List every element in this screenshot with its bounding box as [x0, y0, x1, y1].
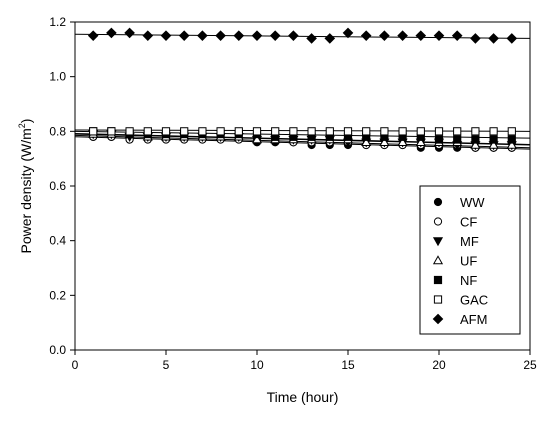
legend-label-gac: GAC [460, 293, 488, 308]
x-tick-label: 25 [523, 358, 537, 372]
legend-label-ww: WW [460, 195, 485, 210]
y-axis-title: Power density (W/m2) [17, 119, 34, 254]
point-uf [488, 139, 499, 149]
point-gac [216, 127, 225, 136]
legend: WW CF MF UF NF GAC AFM [419, 185, 521, 335]
point-gac [380, 127, 389, 136]
point-gac [343, 127, 353, 136]
legend-label-cf: CF [460, 215, 477, 230]
point-afm [233, 30, 245, 41]
legend-marker-mf [432, 237, 444, 247]
point-afm [506, 33, 518, 44]
y-tick-label: 0.8 [49, 124, 66, 138]
point-afm [251, 30, 263, 41]
point-afm [415, 30, 427, 41]
point-gac [234, 127, 243, 136]
point-uf [379, 137, 390, 146]
point-gac [307, 127, 316, 136]
point-afm [360, 30, 372, 41]
data-points [87, 27, 518, 152]
point-uf [361, 137, 372, 146]
y-tick-label: 0.4 [49, 234, 66, 248]
point-afm [288, 30, 299, 41]
y-tick-label: 1.0 [49, 70, 66, 84]
point-afm [397, 30, 408, 41]
point-afm [324, 33, 336, 44]
x-tick-label: 20 [432, 358, 446, 372]
point-nf [507, 135, 516, 144]
point-uf [397, 137, 408, 146]
point-afm [470, 33, 481, 44]
point-afm [87, 30, 99, 41]
axis-ticks: 0 5 10 15 20 25 0.0 0.2 0.4 0.6 0.8 1.0 1.2 [49, 15, 537, 372]
legend-marker-cf [433, 217, 443, 226]
y-tick-label: 0.2 [49, 288, 66, 302]
point-nf [489, 135, 498, 144]
point-gac [434, 127, 444, 136]
x-tick-label: 5 [163, 358, 170, 372]
point-gac [489, 127, 498, 136]
point-afm [106, 27, 117, 39]
point-gac [271, 127, 280, 136]
fit-line-gac [74, 129, 531, 132]
point-nf [434, 135, 444, 144]
point-afm [488, 33, 499, 44]
point-nf [453, 135, 462, 144]
point-uf [415, 137, 426, 146]
point-gac [180, 127, 189, 136]
point-gac [143, 127, 152, 136]
point-afm [342, 27, 354, 39]
y-tick-label: 0.0 [49, 343, 66, 357]
point-gac [125, 127, 134, 136]
y-axis-title-text: Power density (W/m [18, 128, 34, 253]
point-afm [160, 30, 172, 41]
point-gac [416, 127, 425, 136]
fit-lines [74, 33, 531, 150]
point-afm [379, 30, 390, 41]
legend-marker-gac [433, 295, 443, 304]
point-gac [252, 127, 262, 136]
y-axis-title-superscript: 2 [17, 123, 27, 128]
point-nf [471, 135, 480, 144]
x-tick-label: 15 [341, 358, 355, 372]
point-afm [215, 30, 226, 41]
x-tick-label: 10 [250, 358, 264, 372]
legend-label-afm: AFM [460, 312, 487, 327]
point-gac [198, 127, 207, 136]
point-gac [107, 127, 116, 136]
point-gac [89, 127, 98, 136]
point-afm [451, 30, 463, 41]
legend-marker-nf [433, 275, 443, 285]
legend-label-nf: NF [460, 273, 477, 288]
point-gac [161, 127, 171, 136]
point-gac [325, 127, 334, 136]
point-afm [197, 30, 208, 41]
legend-label-mf: MF [460, 234, 479, 249]
y-axis-title-close: ) [18, 119, 34, 124]
y-tick-label: 1.2 [49, 15, 66, 29]
point-gac [507, 127, 516, 136]
x-axis-title: Time (hour) [267, 389, 339, 405]
x-tick-label: 0 [72, 358, 79, 372]
point-afm [178, 30, 190, 41]
point-gac [471, 127, 480, 136]
point-gac [398, 127, 407, 136]
point-afm [124, 27, 135, 39]
point-uf [251, 134, 263, 144]
legend-marker-afm [432, 313, 444, 325]
point-afm [433, 30, 445, 41]
point-gac [453, 127, 462, 136]
point-afm [306, 33, 317, 44]
point-uf [506, 139, 517, 149]
legend-marker-uf [432, 255, 444, 265]
point-afm [142, 30, 154, 41]
point-uf [470, 139, 481, 149]
point-gac [289, 127, 298, 136]
point-gac [362, 127, 371, 136]
point-afm [269, 30, 281, 41]
legend-label-uf: UF [460, 254, 477, 269]
y-tick-label: 0.6 [49, 179, 66, 193]
legend-marker-ww [433, 197, 443, 207]
